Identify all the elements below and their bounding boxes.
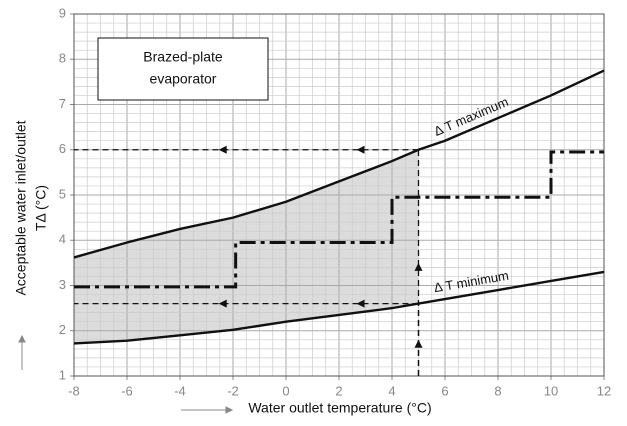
x-tick-label: 6: [441, 383, 448, 398]
x-tick-label: -2: [227, 383, 239, 398]
y-tick-label: 8: [59, 51, 66, 66]
series-line: [74, 150, 604, 289]
x-tick-label: 4: [388, 383, 395, 398]
y-axis-label: TΔ (°C): [33, 185, 49, 231]
y-tick-label: 2: [59, 322, 66, 337]
x-tick-label: -4: [174, 383, 186, 398]
x-tick-label: -6: [121, 383, 133, 398]
axis-arrows: [18, 334, 234, 414]
y-tick-label: 5: [59, 186, 66, 201]
y-tick-label: 1: [59, 367, 66, 382]
x-tick-label: 2: [335, 383, 342, 398]
arrow-head: [356, 145, 365, 154]
y-tick-label: 6: [59, 141, 66, 156]
x-tick-label: 0: [282, 383, 289, 398]
annotation-line: evaporator: [150, 71, 217, 87]
arrow-head: [414, 339, 423, 348]
x-tick-label: -8: [68, 383, 80, 398]
y-tick-label: 7: [59, 96, 66, 111]
arrow-head: [414, 262, 423, 271]
x-tick-label: 10: [544, 383, 558, 398]
plot-frame: [73, 13, 605, 377]
series-label: Δ T maximum: [432, 94, 511, 139]
x-tick-label: 8: [494, 383, 501, 398]
series-line: [73, 69, 605, 259]
series-line: [73, 270, 605, 345]
y-tick-label: 3: [59, 277, 66, 292]
y-tick-label: 4: [59, 232, 66, 247]
y-tick-label: 9: [59, 5, 66, 20]
y-axis-label: Acceptable water inlet/outlet: [13, 120, 29, 295]
annotation-line: Brazed-plate: [143, 49, 223, 65]
x-tick-label: 12: [597, 383, 611, 398]
x-axis-label: Water outlet temperature (°C): [248, 400, 431, 416]
arrow-head: [218, 145, 227, 154]
arrow-head: [356, 299, 365, 308]
annotation-box: [97, 37, 269, 101]
arrow-head: [218, 299, 227, 308]
